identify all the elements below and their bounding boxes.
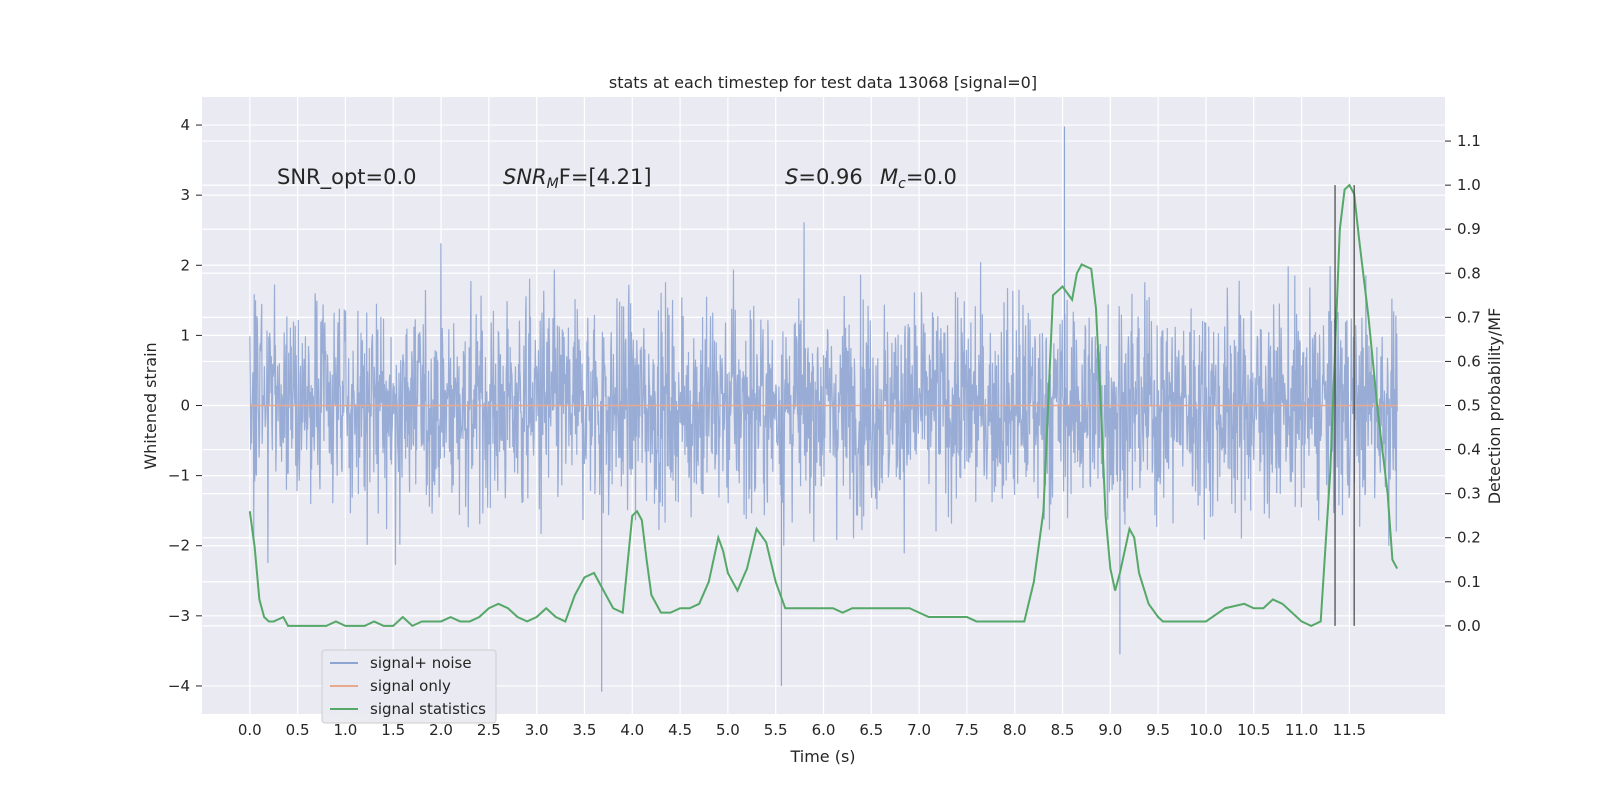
annotation-mc: Mc=0.0 [880,165,957,192]
x-tick-label: 5.5 [764,721,788,739]
axis-ticks: 0.0 0.5 1.0 1.5 2.0 2.5 3.0 3.5 4.0 4.5 5.0 5.5 6.0 6… [168,116,1481,739]
x-tick-label: 4.0 [620,721,644,739]
annotation-s-name: S [785,165,798,189]
y2-tick-label: 0.1 [1457,573,1481,591]
x-tick-label: 8.0 [1003,721,1027,739]
annotation-snr-opt: SNR_opt=0.0 [277,165,417,190]
y-axis-label: Whitened strain [141,342,160,469]
x-tick-label: 9.0 [1098,721,1122,739]
x-tick-label: 6.0 [812,721,836,739]
annotation-snr-mf-sub: M [547,176,559,192]
x-tick-label: 1.0 [333,721,357,739]
x-tick-label: 8.5 [1051,721,1075,739]
x-tick-label: 2.0 [429,721,453,739]
series-signal-noise [249,126,1398,692]
legend-label-signal-statistics: signal statistics [370,700,486,718]
y2-tick-label: 0.2 [1457,529,1481,547]
y2-tick-label: 0.3 [1457,485,1481,503]
annotation-s-value: =0.96 [798,165,862,189]
y2-axis-label: Detection probability/MF [1485,308,1504,505]
annotation-snr-mf-name: SNR [503,165,547,189]
x-tick-label: 3.0 [525,721,549,739]
x-tick-label: 9.5 [1146,721,1170,739]
annotation-mc-sub: c [898,176,906,192]
y-tick-label: 3 [180,186,190,204]
y2-tick-label: 1.0 [1457,176,1481,194]
annotation-s: S=0.96 [785,165,863,189]
chart-title: stats at each timestep for test data 130… [609,73,1037,92]
y2-tick-label: 0.7 [1457,308,1481,326]
y-tick-label: 2 [180,256,190,274]
y2-tick-label: 0.0 [1457,617,1481,635]
x-tick-label: 7.5 [955,721,979,739]
y2-tick-label: 0.4 [1457,441,1481,459]
annotation-snr-mf-rest: F=[4.21] [559,165,652,189]
x-tick-label: 4.5 [668,721,692,739]
legend-label-signal-only: signal only [370,677,451,695]
legend-label-signal-noise: signal+ noise [370,654,472,672]
y2-tick-label: 1.1 [1457,132,1481,150]
y-tick-label: 0 [180,397,190,415]
annotation-snr-mf: SNRMF=[4.21] [503,165,652,192]
x-tick-label: 11.5 [1333,721,1366,739]
legend: signal+ noise signal only signal statist… [321,649,497,724]
vertical-marker-lines [1334,185,1355,626]
signal-statistics-line [248,183,1399,628]
x-axis-label: Time (s) [789,747,855,766]
y-tick-label: −3 [168,607,190,625]
legend-box [321,649,497,724]
y2-tick-label: 0.6 [1457,352,1481,370]
annotation-mc-name: M [880,165,898,189]
y-tick-label: −1 [168,467,190,485]
y2-tick-label: 0.8 [1457,264,1481,282]
x-tick-label: 5.0 [716,721,740,739]
x-tick-label: 11.0 [1285,721,1318,739]
x-tick-label: 3.5 [573,721,597,739]
x-tick-label: 10.0 [1189,721,1222,739]
x-tick-label: 2.5 [477,721,501,739]
y-tick-label: 4 [180,116,190,134]
y-tick-label: −4 [168,677,190,695]
signal-noise-trace [249,222,1398,565]
y2-tick-label: 0.9 [1457,220,1481,238]
x-tick-label: 0.0 [238,721,262,739]
series-signal-statistics [248,183,1399,628]
x-tick-label: 0.5 [286,721,310,739]
y-tick-label: −2 [168,537,190,555]
y-tick-label: 1 [180,326,190,344]
x-tick-label: 7.0 [907,721,931,739]
y2-tick-label: 0.5 [1457,397,1481,415]
annotation-mc-value: =0.0 [906,165,957,189]
x-tick-label: 6.5 [859,721,883,739]
x-tick-label: 1.5 [381,721,405,739]
x-tick-label: 10.5 [1237,721,1270,739]
